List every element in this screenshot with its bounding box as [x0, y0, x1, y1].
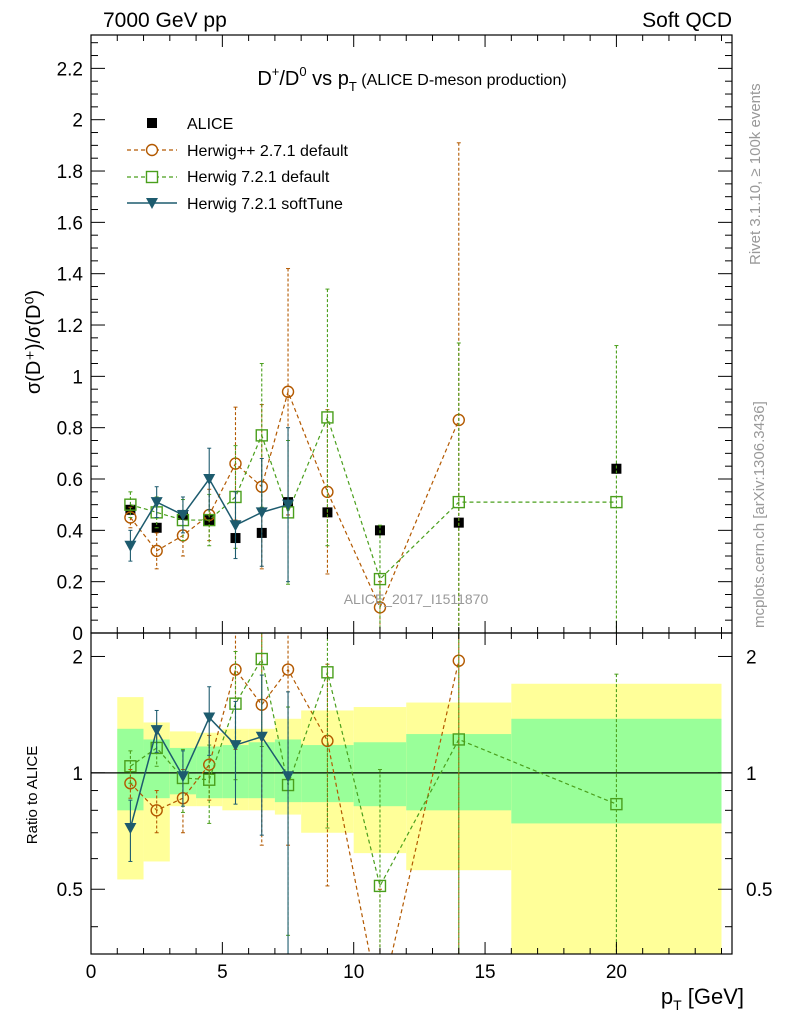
x-tick-label: 20 — [606, 962, 627, 983]
data-point — [255, 507, 268, 519]
mcplots-label: mcplots.cern.ch [arXiv:1306.3436] — [751, 401, 768, 628]
data-point — [281, 663, 295, 676]
data-point — [203, 474, 216, 486]
y-tick-label: 2 — [72, 111, 83, 132]
panel-frame — [90, 632, 733, 955]
legend-marker-softtune — [146, 198, 158, 209]
data-point — [255, 731, 268, 743]
y-tick-label: 1 — [72, 367, 83, 388]
data-point — [203, 513, 216, 527]
series-herwig-7-2-1-softtune — [124, 674, 295, 954]
y-tick-label: 0.6 — [57, 470, 83, 491]
y-tick-label: 0.5 — [57, 880, 83, 901]
series-line-herwig-2-7-1-default — [129, 389, 460, 609]
data-point — [203, 773, 216, 786]
y-tick-label: 0 — [72, 624, 83, 645]
header-left: 7000 GeV pp — [103, 9, 227, 32]
y-tick-label: 1.4 — [57, 265, 84, 286]
legend-marker-herwigpp — [145, 143, 159, 157]
data-point — [203, 712, 216, 724]
data-point — [453, 517, 464, 528]
data-point — [229, 520, 242, 532]
data-point — [124, 760, 137, 773]
data-point — [452, 495, 465, 509]
series-line-herwig-2-7-1-default — [129, 660, 460, 954]
y-tick-label: 1.6 — [57, 213, 83, 234]
y-tick-label: 0.2 — [57, 573, 83, 594]
data-point — [150, 544, 163, 558]
data-point — [281, 385, 295, 398]
data-point — [229, 740, 242, 752]
series-herwig-7-2-1-softtune — [124, 427, 295, 583]
header-right: Soft QCD — [642, 9, 732, 32]
rivet-label: Rivet 3.1.10, ≥ 100k events — [747, 83, 764, 265]
series-line-herwig-7-2-1-default — [130, 415, 617, 581]
data-point — [282, 771, 295, 783]
data-point — [150, 804, 163, 817]
y-tick-label-right: 1 — [746, 764, 757, 785]
data-point — [611, 463, 622, 474]
main-panel: 0 0.2 0.4 0.6 0.8 1 1.2 1.4 1.6 1.8 2 2.2 — [57, 34, 733, 645]
chart-title: D+/D0 vs pT (ALICE D-meson production) — [257, 64, 566, 94]
y-tick-label: 1.2 — [57, 316, 83, 337]
x-tick-label: 10 — [343, 962, 364, 983]
x-tick-label: 0 — [86, 962, 97, 983]
legend-label-softtune: Herwig 7.2.1 softTune — [187, 196, 343, 213]
y-tick-label-right: 0.5 — [746, 880, 772, 901]
data-point — [321, 666, 334, 679]
legend-label-herwig7: Herwig 7.2.1 default — [187, 169, 330, 186]
data-point — [610, 797, 623, 811]
series-herwig-2-7-1-default — [124, 142, 465, 633]
legend-entry-herwigpp: Herwig++ 2.7.1 default — [127, 143, 349, 160]
legend-label-alice: ALICE — [187, 116, 233, 133]
data-point — [374, 1000, 385, 1011]
data-point — [150, 725, 163, 737]
y-tick-label: 1.8 — [57, 162, 83, 183]
data-point — [124, 498, 137, 511]
ratio-y-axis-label: Ratio to ALICE — [24, 746, 41, 844]
data-point — [452, 733, 465, 746]
main-y-axis-label: σ(D⁺)/σ(D⁰) — [23, 290, 45, 394]
data-point — [176, 771, 189, 783]
data-point — [373, 572, 387, 586]
y-tick-label: 0.8 — [57, 419, 83, 440]
legend-marker-alice — [147, 118, 157, 128]
data-point — [255, 429, 268, 442]
data-point — [610, 495, 623, 509]
ratio-panel: 0 5 10 15 20 0.5 0.5 1 1 2 2 — [57, 632, 772, 1011]
y-tick-label: 1 — [72, 764, 83, 785]
y-tick-label: 0.4 — [57, 521, 84, 542]
x-axis-label: pT [GeV] — [661, 984, 744, 1013]
data-point — [150, 497, 163, 509]
data-point — [176, 509, 189, 521]
legend-label-herwigpp: Herwig++ 2.7.1 default — [187, 143, 349, 160]
x-tick-label: 5 — [217, 962, 228, 983]
x-tick-label: 15 — [474, 962, 495, 983]
y-tick-label: 2.2 — [57, 59, 83, 80]
data-point — [124, 823, 137, 835]
legend-entry-herwig7: Herwig 7.2.1 default — [127, 169, 330, 186]
analysis-watermark: ALICE_2017_I1511870 — [344, 591, 489, 607]
data-point — [124, 540, 137, 552]
series-line-herwig-7-2-1-default — [130, 657, 617, 888]
data-point — [321, 411, 334, 424]
legend-marker-herwig7 — [145, 170, 159, 184]
series-alice — [125, 463, 622, 544]
data-point — [282, 499, 295, 511]
plot-area — [124, 142, 623, 633]
data-point — [373, 879, 387, 893]
y-tick-label-right: 2 — [746, 647, 757, 668]
legend-entry-softtune: Herwig 7.2.1 softTune — [127, 196, 343, 213]
y-tick-label: 2 — [72, 647, 83, 668]
data-point — [255, 652, 268, 666]
legend: ALICE Herwig++ 2.7.1 default Herwig 7.2.… — [127, 116, 349, 213]
plot-area — [91, 633, 732, 1011]
legend-entry-alice: ALICE — [147, 116, 233, 133]
